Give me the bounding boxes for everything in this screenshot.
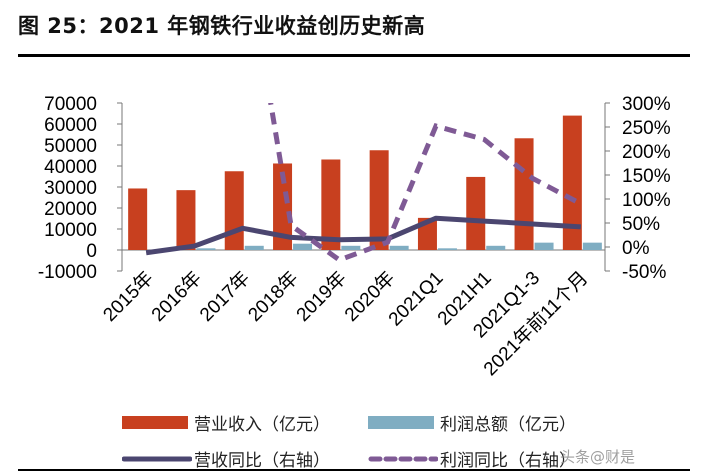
x-axis-tick-label: 2018年 bbox=[244, 267, 303, 326]
profit-yoy-line bbox=[268, 103, 583, 263]
revenue-yoy-line bbox=[145, 215, 581, 256]
revenue-bar bbox=[466, 176, 486, 250]
left-axis-tick-label: 0 bbox=[86, 241, 97, 262]
left-axis-tick-label: 60000 bbox=[44, 115, 97, 136]
title-rule bbox=[18, 54, 690, 57]
legend-swatch-revenue bbox=[122, 416, 188, 429]
right-axis-tick-label: 50% bbox=[622, 214, 660, 235]
legend-line-profit-yoy bbox=[368, 456, 438, 461]
x-axis-tick-label: 2019年 bbox=[292, 267, 351, 326]
legend-swatch-profit bbox=[368, 416, 434, 429]
revenue-bar bbox=[224, 171, 244, 250]
revenue-bar bbox=[369, 150, 389, 250]
right-axis-tick-label: 200% bbox=[622, 142, 671, 163]
left-axis-tick-label: 10000 bbox=[44, 220, 97, 241]
legend-label-profit: 利润总额（亿元） bbox=[440, 415, 576, 435]
legend-revenue-yoy: 营收同比（右轴） bbox=[122, 446, 330, 471]
right-axis-tick-label: -50% bbox=[622, 262, 666, 283]
legend-profit: 利润总额（亿元） bbox=[368, 410, 576, 435]
left-axis-tick-label: 20000 bbox=[44, 199, 97, 220]
left-axis-tick-label: 40000 bbox=[44, 157, 97, 178]
revenue-bar bbox=[514, 138, 534, 250]
legend-profit-yoy: 利润同比（右轴） bbox=[368, 446, 576, 471]
legend-line-revenue-yoy bbox=[122, 456, 192, 461]
x-axis-tick-label: 2017年 bbox=[195, 267, 254, 326]
profit-bar bbox=[486, 245, 506, 250]
profit-bar bbox=[244, 245, 264, 250]
revenue-bar bbox=[273, 163, 293, 250]
right-axis-tick-label: 250% bbox=[622, 118, 671, 139]
revenue-bar bbox=[321, 159, 341, 250]
profit-bar bbox=[389, 245, 409, 250]
revenue-bar bbox=[562, 115, 582, 250]
left-axis-tick-label: 50000 bbox=[44, 136, 97, 157]
right-axis-tick-label: 300% bbox=[622, 94, 671, 115]
right-axis-tick-label: 100% bbox=[622, 190, 671, 211]
left-axis-tick-label: 30000 bbox=[44, 178, 97, 199]
revenue-bar bbox=[128, 188, 148, 250]
revenue-bar bbox=[176, 190, 196, 250]
right-axis-tick-label: 150% bbox=[622, 166, 671, 187]
profit-bar bbox=[534, 242, 554, 250]
figure-title: 图 25：2021 年钢铁行业收益创历史新高 bbox=[18, 14, 426, 38]
chart: -100000100002000030000400005000060000700… bbox=[38, 94, 671, 380]
x-axis-tick-label: 2016年 bbox=[147, 267, 206, 326]
profit-bar bbox=[582, 242, 602, 250]
profit-bar bbox=[196, 248, 216, 250]
profit-bar bbox=[341, 245, 361, 250]
legend-label-revenue: 营业收入（亿元） bbox=[194, 415, 330, 435]
x-axis-tick-label: 2021Q1 bbox=[385, 268, 448, 331]
bottom-rule bbox=[18, 469, 690, 471]
profit-bar bbox=[437, 248, 457, 250]
right-axis-tick-label: 0% bbox=[622, 238, 650, 259]
legend-revenue: 营业收入（亿元） bbox=[122, 410, 330, 435]
watermark: 头条@财是 bbox=[560, 448, 636, 466]
legend-label-revenue-yoy: 营收同比（右轴） bbox=[194, 451, 330, 471]
left-axis-tick-label: -10000 bbox=[38, 262, 97, 283]
profit-bar bbox=[293, 243, 313, 250]
x-axis-tick-label: 2015年 bbox=[99, 267, 158, 326]
left-axis-tick-label: 70000 bbox=[44, 94, 97, 115]
legend-label-profit-yoy: 利润同比（右轴） bbox=[440, 451, 576, 471]
